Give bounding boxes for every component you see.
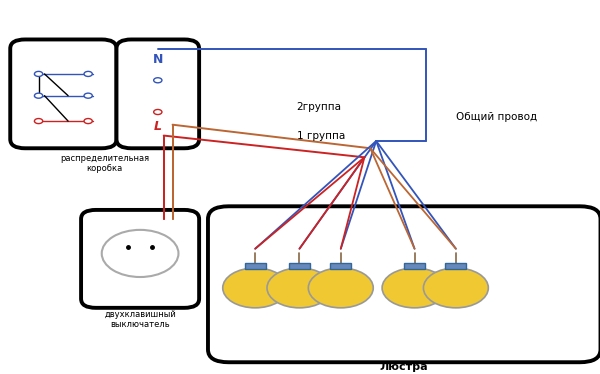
Bar xyxy=(404,263,425,269)
Text: N: N xyxy=(152,53,163,66)
Circle shape xyxy=(154,110,162,114)
Text: L: L xyxy=(154,120,162,133)
Text: Общий провод: Общий провод xyxy=(456,113,537,122)
Bar xyxy=(330,263,352,269)
FancyBboxPatch shape xyxy=(208,206,600,362)
Circle shape xyxy=(223,268,287,308)
Circle shape xyxy=(267,268,332,308)
FancyBboxPatch shape xyxy=(10,40,116,148)
Text: двухклавишный
выключатель: двухклавишный выключатель xyxy=(104,310,176,329)
Circle shape xyxy=(84,71,92,76)
Bar xyxy=(445,263,466,269)
Text: 1 группа: 1 группа xyxy=(296,131,345,141)
Bar xyxy=(289,263,310,269)
FancyBboxPatch shape xyxy=(116,40,199,148)
Circle shape xyxy=(308,268,373,308)
Circle shape xyxy=(84,119,92,123)
Text: распределительная
коробка: распределительная коробка xyxy=(60,154,149,173)
FancyBboxPatch shape xyxy=(81,210,199,308)
Circle shape xyxy=(34,71,43,76)
Circle shape xyxy=(84,93,92,98)
Circle shape xyxy=(102,230,178,277)
Circle shape xyxy=(424,268,488,308)
Circle shape xyxy=(34,119,43,123)
Text: Люстра: Люстра xyxy=(380,362,428,372)
Text: 2группа: 2группа xyxy=(296,102,341,111)
Circle shape xyxy=(34,93,43,98)
Bar xyxy=(245,263,266,269)
Circle shape xyxy=(382,268,447,308)
Circle shape xyxy=(154,78,162,83)
